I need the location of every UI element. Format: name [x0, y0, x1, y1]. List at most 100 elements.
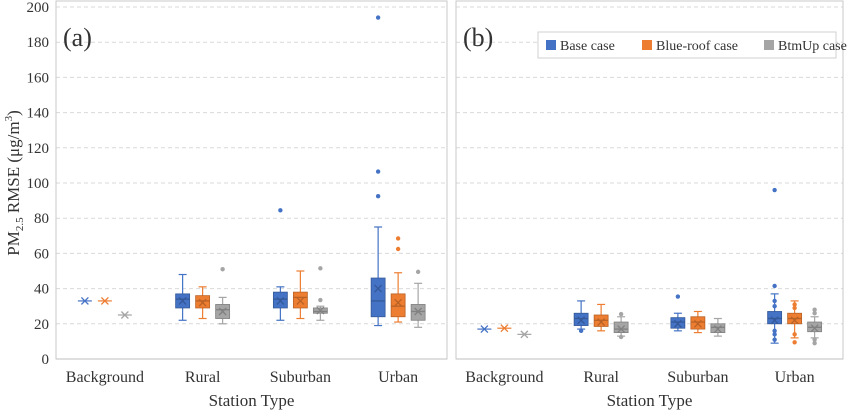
outlier-point: [772, 187, 777, 193]
box-iqr: [390, 293, 406, 318]
mean-marker: [394, 298, 403, 307]
y-axis-label: PM2.5 RMSE (μg/m3): [3, 110, 26, 256]
x-tick-label-suburban: Suburban: [667, 369, 728, 386]
box-btmup-suburban: [312, 266, 328, 321]
y-tick-label: 40: [34, 282, 49, 298]
outlier-point: [772, 337, 777, 342]
box-blue_roof-urban: [390, 236, 406, 323]
panel-label: (a): [63, 23, 92, 52]
legend: Base case Blue-roof case BtmUp case: [537, 31, 847, 59]
panel-label: (b): [463, 23, 493, 52]
legend-swatch-btmup: [764, 40, 774, 50]
mean-marker: [374, 284, 383, 293]
x-axis-title: Station Type: [209, 391, 295, 410]
outlier-point: [772, 283, 777, 289]
outlier-point: [278, 208, 283, 213]
outlier-point: [375, 15, 381, 20]
y-axis-label-rest: RMSE (μg/m: [4, 121, 23, 217]
x-tick-label-urban: Urban: [775, 369, 815, 386]
box-base-rural: [573, 300, 589, 334]
mean-marker: [673, 319, 682, 328]
y-tick-label: 200: [27, 0, 50, 16]
box-base-rural: [175, 273, 191, 321]
legend-box: [537, 31, 837, 59]
mean-marker: [693, 319, 702, 328]
y-tick-label: 80: [34, 211, 49, 227]
mean-marker: [520, 330, 529, 339]
mean-marker: [120, 311, 129, 319]
x-tick-label-rural: Rural: [185, 369, 221, 386]
box-blue_roof-background: [497, 324, 512, 333]
box-btmup-rural: [215, 267, 231, 325]
x-tick-label-rural: Rural: [583, 369, 619, 386]
box-iqr: [767, 311, 783, 325]
outlier-point: [618, 311, 624, 317]
outlier-point: [220, 267, 225, 272]
box-btmup-suburban: [710, 317, 726, 337]
y-tick-label: 160: [27, 70, 50, 86]
box-base-suburban: [272, 208, 288, 321]
legend-swatch-base: [546, 40, 556, 50]
outlier-point: [395, 246, 401, 252]
mean-marker: [276, 296, 285, 305]
box-iqr: [370, 277, 386, 318]
outlier-point: [772, 332, 777, 337]
legend-label-blue_roof: Blue-roof case: [656, 39, 738, 54]
legend-label-btmup: BtmUp case: [778, 39, 847, 54]
box-base-background: [477, 325, 492, 334]
mean-marker: [80, 296, 89, 305]
x-tick-label-suburban: Suburban: [270, 369, 331, 386]
mean-marker: [790, 316, 799, 325]
y-tick-label: 0: [42, 352, 50, 368]
y-tick-label: 60: [34, 246, 49, 262]
box-base-urban: [767, 187, 783, 344]
y-axis-label-sup: 3: [3, 115, 15, 121]
outlier-point: [772, 298, 777, 304]
mean-marker: [480, 325, 489, 334]
box-btmup-urban: [410, 269, 426, 328]
panel-b: (b) Background Rural Suburban Urban Station T…: [455, 0, 844, 410]
mean-marker: [597, 318, 606, 326]
box-blue_roof-background: [97, 296, 112, 305]
mean-marker: [617, 325, 626, 334]
outlier-point: [375, 194, 381, 199]
mean-marker: [810, 324, 819, 333]
y-axis-label-close: ): [4, 110, 23, 116]
box-blue_roof-suburban: [690, 310, 706, 334]
outlier-point: [395, 236, 401, 241]
box-blue_roof-rural: [593, 303, 609, 332]
outlier-point: [792, 305, 797, 311]
mean-marker: [178, 296, 187, 305]
y-tick-label: 180: [27, 35, 50, 51]
outlier-point: [792, 332, 797, 337]
mean-marker: [500, 324, 509, 333]
mean-marker: [770, 316, 779, 325]
mean-marker: [296, 296, 305, 305]
box-blue_roof-suburban: [292, 270, 308, 320]
legend-label-base: Base case: [560, 39, 615, 54]
box-btmup-urban: [807, 307, 823, 346]
mean-marker: [316, 306, 325, 315]
outlier-point: [772, 304, 777, 309]
outlier-point: [318, 297, 323, 303]
x-axis-title: Station Type: [607, 391, 693, 410]
outlier-point: [318, 266, 323, 271]
outlier-point: [792, 302, 797, 307]
box-btmup-rural: [613, 311, 629, 340]
outlier-point: [375, 169, 381, 174]
outlier-point: [578, 328, 584, 334]
mean-marker: [218, 307, 227, 316]
mean-marker: [198, 298, 207, 307]
box-base-suburban: [670, 294, 686, 332]
y-tick-label: 100: [27, 176, 50, 192]
box-base-background: [77, 296, 92, 305]
y-tick-label: 20: [34, 317, 49, 333]
box-base-urban: [370, 15, 386, 327]
box-blue_roof-urban: [787, 300, 803, 345]
y-tick-label: 140: [27, 106, 50, 122]
box-iqr: [613, 321, 629, 334]
x-tick-label-background: Background: [465, 369, 543, 386]
panel-a: 0 20 40 60 80 100 120 140 160 180 200 (a) Background…: [27, 0, 448, 410]
x-tick-label-background: Background: [66, 369, 144, 386]
